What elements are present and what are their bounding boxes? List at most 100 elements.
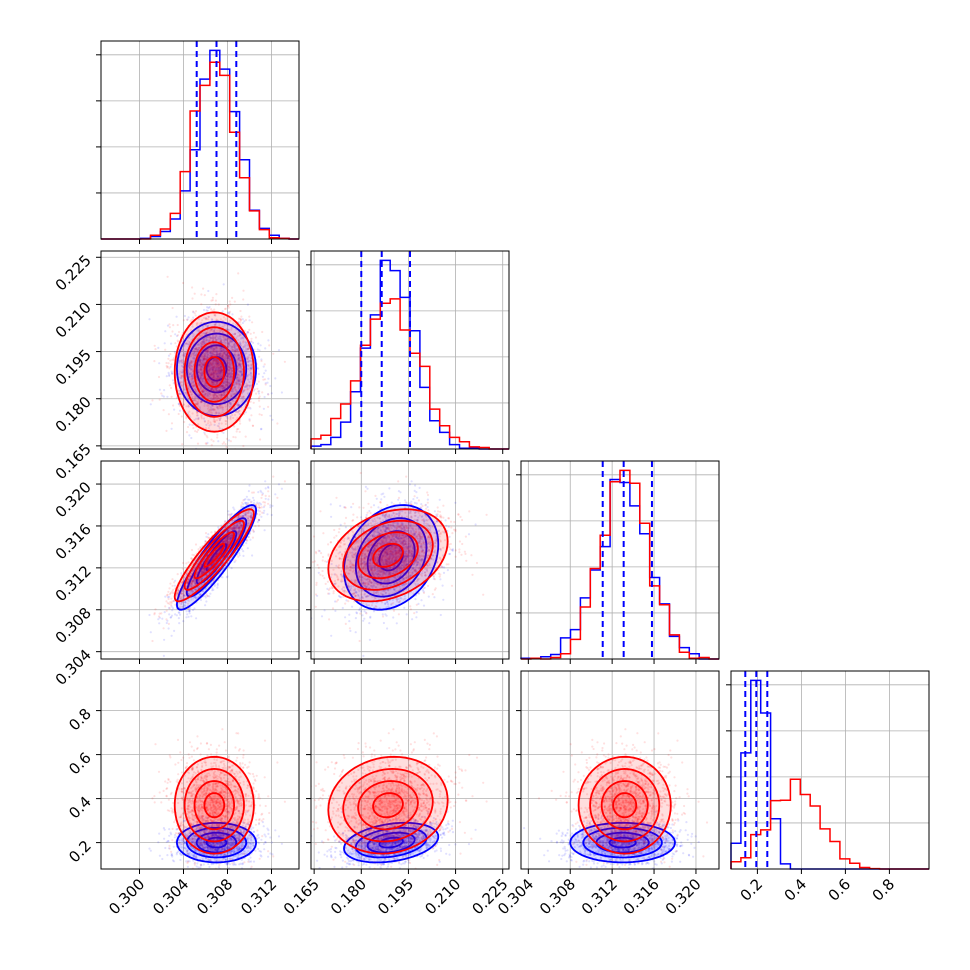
sample-point [200,343,203,346]
sample-point [237,373,240,376]
sample-point [167,371,170,374]
sample-point [227,355,231,358]
sample-point [210,388,213,391]
sample-point [214,396,217,399]
sample-point [169,365,172,368]
sample-point [205,351,209,354]
sample-point [239,309,242,313]
sample-point [199,368,202,371]
sample-point [217,372,220,375]
sample-point [215,405,219,409]
sample-point [167,357,170,360]
sample-point [233,346,236,349]
sample-point [188,609,191,613]
sample-point [208,364,211,367]
sample-point [190,436,193,440]
sample-point [217,376,220,379]
sample-point [213,347,216,350]
sample-point [250,340,253,343]
sample-point [206,422,210,425]
sample-point [218,406,221,409]
sample-point [163,611,166,614]
sample-point [260,427,263,430]
sample-point [237,378,240,381]
sample-point [209,363,212,366]
sample-point [217,371,220,374]
sample-point [205,338,208,341]
sample-point [197,369,200,372]
sample-point [203,357,206,360]
sample-point [199,376,202,379]
sample-point [220,369,223,372]
sample-point [237,354,240,357]
sample-point [208,392,211,395]
sample-point [229,375,232,378]
sample-point [242,298,245,301]
sample-point [216,362,219,365]
sample-point [209,354,212,358]
sample-point [199,369,202,372]
sample-point [205,423,208,426]
sample-point [198,363,201,366]
sample-point [171,330,174,333]
sample-point [269,504,272,507]
sample-point [221,384,224,387]
sample-point [238,363,241,366]
sample-point [214,412,217,415]
sample-point [203,433,207,436]
sample-point [237,317,241,320]
sample-point [219,417,222,420]
sample-point [210,373,213,376]
sample-point [238,334,241,337]
sample-point [213,308,216,311]
sample-point [230,396,233,399]
panel-frame [520,460,720,660]
sample-point [190,361,193,364]
sample-point [183,420,186,424]
sample-point [207,315,210,318]
sample-point [220,370,223,373]
sample-point [183,354,186,357]
sample-point [268,344,271,347]
x-tick-label: 0.2 [737,875,767,905]
sample-point [192,385,195,388]
sample-point [235,355,238,358]
sample-point [249,359,252,362]
sample-point [216,361,220,364]
sample-point [225,350,228,353]
sample-point [208,365,211,368]
sample-point [212,329,216,332]
sample-point [240,367,243,370]
sample-point [171,379,175,382]
sample-point [219,347,222,350]
sample-point [221,355,224,358]
sample-point [214,345,218,349]
sample-point [217,366,221,369]
sample-point [215,388,218,391]
sample-point [188,364,191,367]
sample-point [264,480,267,483]
sample-point [221,354,224,357]
sample-point [225,398,228,401]
sample-point [210,387,213,390]
sample-point [219,376,222,379]
sample-point [187,387,190,390]
sample-point [209,374,212,377]
sample-point [238,381,241,384]
sample-point [237,272,240,275]
sample-point [197,364,201,367]
sample-point [218,337,221,340]
sample-point [212,349,215,352]
sample-point [201,340,204,343]
sample-point [237,379,240,382]
sample-point [242,396,245,399]
sample-point [173,408,176,411]
sample-point [197,404,200,407]
sample-point [234,350,237,353]
sample-point [230,370,233,373]
sample-point [217,407,220,410]
sample-point [228,366,231,369]
sample-point [188,376,191,379]
sample-point [214,367,217,370]
